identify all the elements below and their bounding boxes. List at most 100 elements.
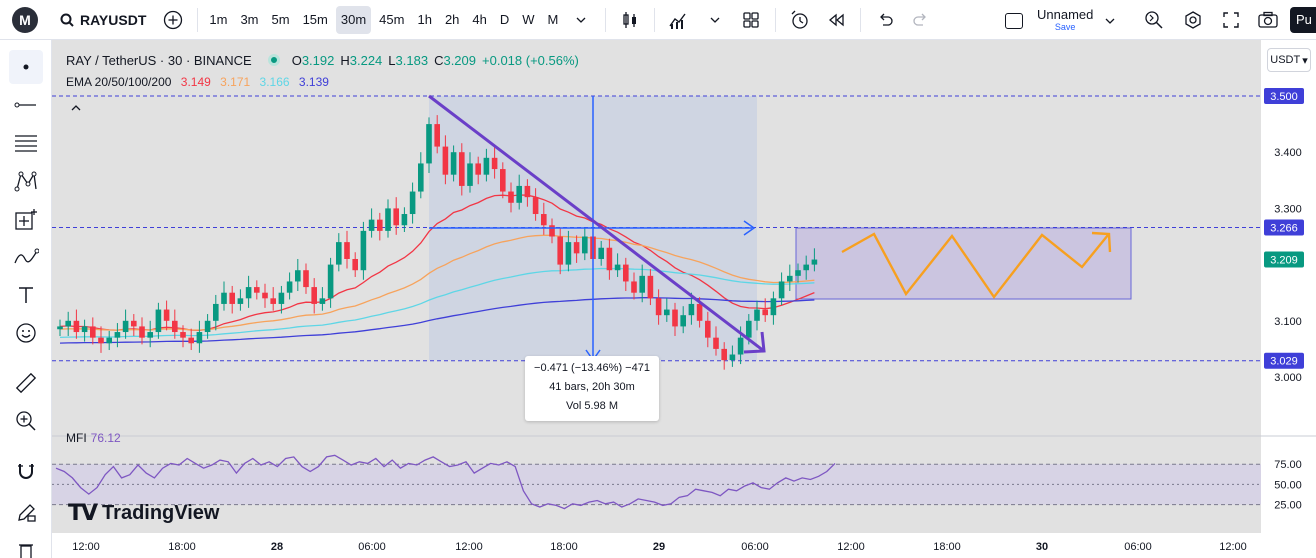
chevron-down-icon: ▾ [1302, 54, 1308, 67]
projection-tool[interactable] [9, 202, 43, 236]
time-tick-label: 06:00 [358, 541, 386, 553]
chevron-down-icon[interactable] [704, 9, 726, 31]
add-symbol-icon[interactable] [162, 9, 184, 31]
collapse-legend-icon[interactable] [71, 104, 81, 112]
ruler-icon [15, 372, 37, 394]
candle-body [139, 326, 145, 338]
price-tick-label: 3.000 [1274, 372, 1302, 384]
measure-tooltip: −0.471 (−13.46%) −471 41 bars, 20h 30m V… [525, 356, 659, 421]
interval-45m[interactable]: 45m [379, 12, 405, 27]
interval-2h[interactable]: 2h [444, 12, 460, 27]
candle-body [680, 315, 686, 327]
market-status-icon[interactable] [267, 54, 280, 66]
candles-icon[interactable] [619, 9, 641, 31]
pattern-tool[interactable] [9, 164, 43, 198]
legend-open-label: O [291, 52, 302, 68]
candle-body [90, 326, 96, 338]
candle-body [623, 264, 629, 282]
price-chart[interactable]: 3.400 3.300 3.100 3.000 3.500 3.266 3.209 3.029… [52, 40, 1316, 558]
ema-legend[interactable]: EMA 20/50/100/200 3.149 3.171 3.166 3.13… [66, 75, 335, 89]
magnet-tool[interactable] [9, 454, 43, 488]
templates-icon[interactable] [740, 9, 762, 31]
candle-body [450, 152, 457, 175]
candle-body [483, 157, 490, 175]
candle-body [582, 236, 588, 254]
interval-5m[interactable]: 5m [271, 12, 290, 27]
candle-body [705, 320, 711, 338]
fib-tool[interactable] [9, 126, 43, 160]
icon-tool[interactable] [9, 316, 43, 350]
interval-W[interactable]: W [522, 12, 535, 27]
chart-pane[interactable]: 3.400 3.300 3.100 3.000 3.500 3.266 3.209 3.029… [52, 40, 1316, 558]
time-tick-label: 06:00 [741, 541, 769, 553]
settings-icon[interactable] [1182, 9, 1204, 31]
ema-50-value: 3.171 [220, 75, 251, 89]
currency-selector[interactable]: USDT ▾ [1267, 48, 1311, 72]
candle-body [614, 264, 621, 271]
alert-icon[interactable] [789, 9, 811, 31]
candle-body [122, 320, 129, 333]
mfi-line [55, 454, 836, 510]
text-tool[interactable] [9, 278, 43, 312]
candle-body [721, 348, 727, 361]
candle-body [204, 320, 211, 333]
price-label: 3.266 [1270, 223, 1298, 235]
indicators-icon[interactable] [668, 9, 690, 31]
interval-3m[interactable]: 3m [240, 12, 259, 27]
interval-1m[interactable]: 1m [209, 12, 228, 27]
undo-icon[interactable] [874, 9, 896, 31]
interval-M[interactable]: M [547, 12, 559, 27]
interval-15m[interactable]: 15m [302, 12, 328, 27]
brush-tool[interactable] [9, 240, 43, 274]
candle-body [295, 270, 301, 282]
candle-body [434, 124, 440, 147]
interval-4h[interactable]: 4h [472, 12, 487, 27]
candle-body [303, 270, 309, 288]
price-tick-label: 3.100 [1274, 316, 1302, 328]
candle-body [172, 320, 178, 333]
user-avatar[interactable]: M [12, 6, 38, 33]
candle-body [131, 320, 137, 327]
cursor-tool[interactable] [9, 50, 43, 84]
time-tick-label: 18:00 [168, 541, 196, 553]
interval-1h[interactable]: 1h [417, 12, 432, 27]
trend-line-tool[interactable] [9, 88, 43, 122]
candle-body [795, 270, 801, 276]
drawing-toolbar [0, 40, 52, 558]
candle-body [57, 326, 63, 330]
candle-body [491, 157, 498, 170]
candle-body [352, 258, 358, 271]
fullscreen-icon[interactable] [1220, 9, 1242, 31]
fib-icon [15, 135, 37, 152]
candle-body [163, 309, 170, 321]
price-label: 3.209 [1270, 255, 1298, 267]
chevron-down-icon[interactable] [570, 9, 592, 31]
candle-body [385, 208, 391, 231]
ema-label: EMA 20/50/100/200 [66, 75, 172, 89]
replay-icon[interactable] [825, 9, 847, 31]
publish-button[interactable]: Pu [1290, 7, 1316, 33]
layout-name-button[interactable]: Unnamed Save [1005, 7, 1115, 35]
redo-icon[interactable] [910, 9, 932, 31]
candle-body [147, 332, 153, 338]
zoom-tool[interactable] [9, 404, 43, 438]
price-label-bg [1264, 251, 1304, 268]
layout-name: Unnamed [1037, 7, 1094, 22]
symbol-search[interactable]: RAYUSDT [60, 12, 146, 28]
currency-label: USDT [1270, 54, 1301, 66]
legend-low-label: L [388, 52, 396, 68]
trash-tool[interactable] [9, 534, 43, 558]
mfi-legend[interactable]: MFI 76.12 [66, 431, 121, 445]
quick-search-icon[interactable] [1143, 9, 1165, 31]
candle-body [459, 152, 465, 186]
trend-arrow-head [743, 331, 766, 354]
candle-body [81, 326, 88, 333]
candle-body [155, 309, 162, 333]
camera-icon[interactable] [1257, 9, 1279, 31]
interval-30m[interactable]: 30m [335, 5, 372, 34]
candle-body [532, 197, 539, 215]
interval-D[interactable]: D [499, 12, 510, 27]
measure-tool[interactable] [9, 366, 43, 400]
dot-icon [23, 64, 29, 70]
lock-drawings-tool[interactable] [9, 496, 43, 530]
